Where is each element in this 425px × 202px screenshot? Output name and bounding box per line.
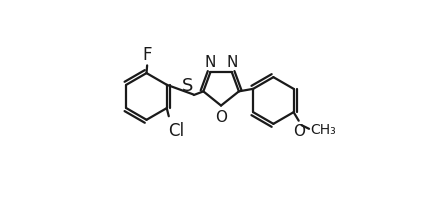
- Text: F: F: [142, 45, 152, 63]
- Text: N: N: [227, 55, 238, 69]
- Text: N: N: [204, 55, 215, 69]
- Text: O: O: [293, 123, 305, 138]
- Text: CH₃: CH₃: [310, 123, 336, 137]
- Text: S: S: [181, 76, 193, 94]
- Text: Cl: Cl: [168, 121, 184, 139]
- Text: O: O: [215, 109, 227, 124]
